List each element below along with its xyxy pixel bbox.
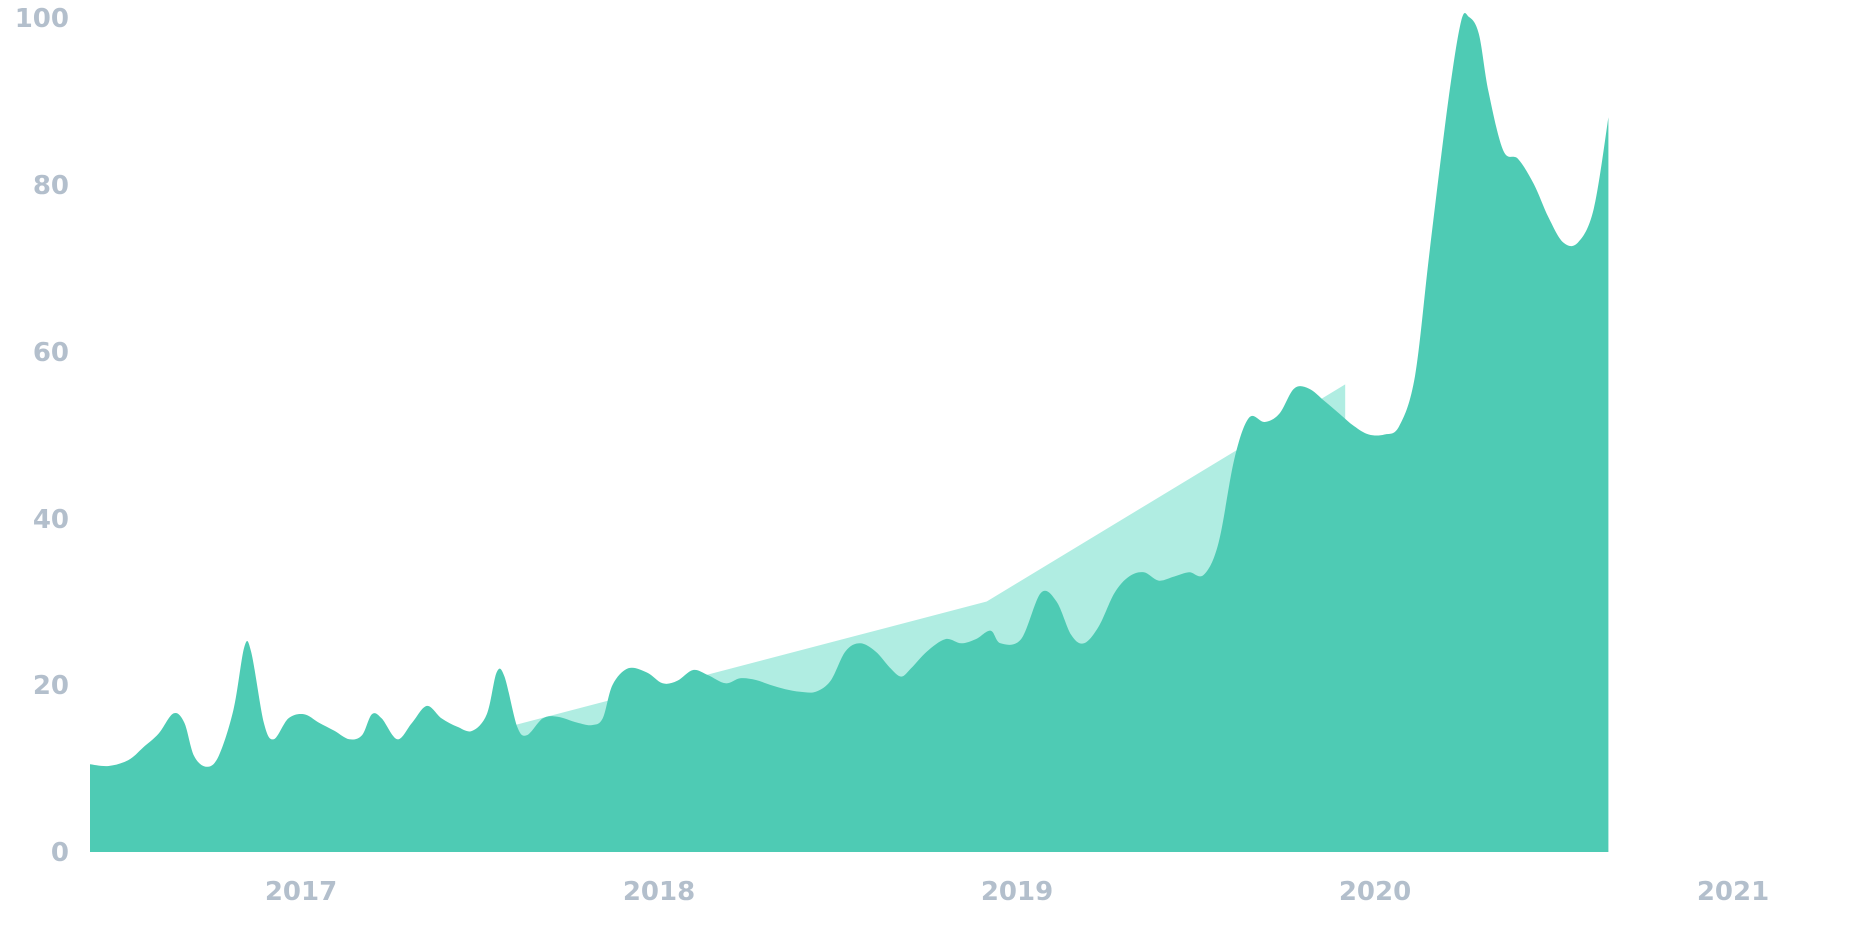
y-tick-label: 60 (33, 338, 69, 368)
x-tick-label: 2020 (1339, 877, 1411, 907)
x-tick-label: 2018 (623, 877, 695, 907)
series-area-0 (90, 13, 1609, 853)
x-tick-label: 2017 (265, 877, 337, 907)
y-tick-label: 20 (33, 671, 69, 701)
y-axis: 0 20 40 60 80 100 (15, 4, 69, 868)
y-tick-label: 40 (33, 505, 69, 535)
y-tick-label: 0 (51, 838, 69, 868)
y-tick-label: 100 (15, 4, 69, 34)
y-tick-label: 80 (33, 171, 69, 201)
x-tick-label: 2021 (1697, 877, 1769, 907)
x-axis: 2017 2018 2019 2020 2021 (265, 877, 1769, 907)
x-tick-label: 2019 (981, 877, 1053, 907)
series-area-layer (90, 13, 1609, 853)
